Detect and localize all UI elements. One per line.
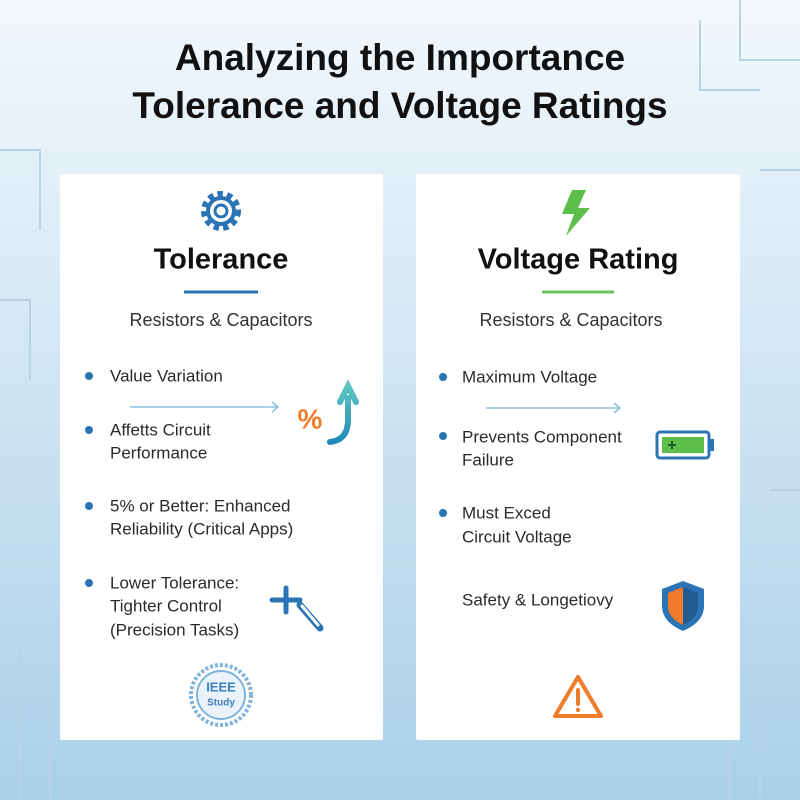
arrow <box>486 402 622 414</box>
bullet <box>439 432 447 440</box>
title-line: Tolerance and Voltage Ratings <box>132 85 667 126</box>
control-icon <box>269 585 324 632</box>
badge-text: Study <box>207 698 235 709</box>
item-text: Failure <box>462 450 514 469</box>
bullet <box>439 509 447 517</box>
badge-text: IEEE <box>206 679 236 694</box>
item-text: Must Exced <box>462 503 551 522</box>
item-text: 5% or Better: Enhanced <box>110 496 291 515</box>
title-line: Analyzing the Importance <box>175 37 625 78</box>
badge <box>189 663 253 727</box>
warning-icon <box>553 675 603 718</box>
item-text: (Precision Tasks) <box>110 620 239 639</box>
item-text: Value Variation <box>110 366 223 385</box>
card <box>60 174 383 740</box>
bullet <box>85 502 93 510</box>
battery-icon <box>655 430 714 460</box>
percent-icon: % <box>298 403 323 434</box>
bullet <box>439 373 447 381</box>
card <box>416 174 740 740</box>
card-subheading: Resistors & Capacitors <box>129 310 312 330</box>
item-text: Maximum Voltage <box>462 367 597 386</box>
item-text: Prevents Component <box>462 427 622 446</box>
gear-icon <box>201 191 241 231</box>
item-text: Reliability (Critical Apps) <box>110 519 293 538</box>
item-text: Affetts Circuit <box>110 420 211 439</box>
bullet <box>85 579 93 587</box>
item-text: Lower Tolerance: <box>110 573 239 592</box>
bullet <box>85 372 93 380</box>
item-text: Safety & Longetiovy <box>462 590 614 609</box>
item-text: Tighter Control <box>110 596 222 615</box>
up-arrow-icon <box>327 379 359 445</box>
card-heading: Voltage Rating <box>478 244 679 276</box>
card-heading: Tolerance <box>154 244 289 276</box>
bullet <box>85 426 93 434</box>
lightning-icon <box>562 190 590 236</box>
arrow <box>130 401 280 413</box>
item-text: Performance <box>110 443 207 462</box>
card-subheading: Resistors & Capacitors <box>479 310 662 330</box>
item-text: Circuit Voltage <box>462 527 572 546</box>
shield-icon <box>662 581 704 631</box>
